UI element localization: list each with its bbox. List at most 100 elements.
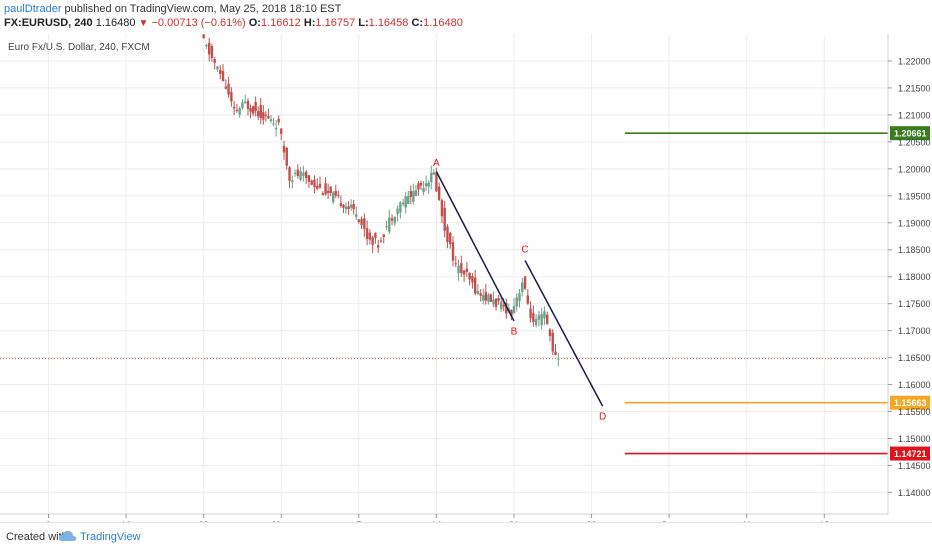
candle-body (264, 114, 268, 116)
candle-body (363, 218, 366, 230)
candle-body (471, 275, 474, 283)
candle-body (251, 106, 255, 114)
price-tick-label: 1.17500 (898, 299, 931, 309)
candle-body (349, 204, 353, 208)
candle-body (404, 196, 407, 208)
price-chart[interactable]: 1.20661 1.15663 1.14721 A B C D 1.22000 1.2150… (0, 32, 932, 530)
candle-body (352, 203, 355, 210)
candle-body (468, 272, 471, 280)
high-value: 1.16757 (315, 17, 356, 29)
candle-body (254, 101, 257, 111)
candle-body (337, 195, 340, 197)
candle-body (443, 207, 446, 231)
chart-area[interactable]: 1.20661 1.15663 1.14721 A B C D 1.22000 1.2150… (0, 32, 932, 530)
last-price: 1.16480 (95, 17, 136, 29)
price-tick-label: 1.20000 (898, 164, 931, 174)
candle-body (543, 311, 546, 319)
down-arrow-icon: ▼ (138, 18, 149, 29)
candle-body (489, 294, 493, 302)
candle-body (293, 172, 297, 174)
time-axis[interactable]: 91623May7142128Jun1118 (46, 514, 829, 530)
candle-body (515, 297, 518, 307)
candle-body (259, 104, 262, 118)
trendlines[interactable] (435, 171, 604, 407)
candle-body (382, 234, 385, 237)
candle-body (318, 183, 322, 188)
candle-body (532, 313, 535, 322)
candle-body (202, 34, 205, 39)
level-badge-label: 1.15663 (894, 398, 927, 408)
candle-body (210, 46, 214, 59)
candle-body (280, 128, 283, 134)
candle-body (409, 190, 413, 197)
candle-body (393, 216, 397, 224)
symbol-label: FX:EURUSD, 240 (4, 17, 93, 29)
candle-body (329, 186, 332, 194)
candle-body (554, 351, 557, 355)
price-tick-label: 1.18500 (898, 245, 931, 255)
candle-body (460, 263, 463, 274)
candle-body (462, 270, 466, 275)
grid (0, 34, 888, 514)
candle-body (324, 183, 327, 195)
candle-body (257, 111, 260, 117)
chart-title: Euro Fx/U.S. Dollar, 240, FXCM (8, 42, 150, 53)
candle-body (296, 169, 300, 177)
wave-label-A: A (433, 158, 440, 169)
candle-body (396, 208, 399, 215)
candle-body (548, 329, 552, 337)
candle-body (316, 185, 319, 189)
candle-body (551, 332, 554, 352)
candle-body (302, 172, 305, 177)
candle-body (484, 291, 488, 301)
price-tick-label: 1.21000 (898, 110, 931, 120)
candle-body (332, 192, 335, 203)
candle-body (246, 100, 250, 109)
candle-body (424, 183, 428, 187)
candle-body (497, 298, 500, 301)
wave-label-B: B (511, 326, 518, 337)
candle-body (334, 190, 337, 196)
price-tick-label: 1.19500 (898, 191, 931, 201)
candle-body (235, 110, 239, 112)
candle-body (376, 245, 380, 248)
author-link[interactable]: paulDtrader (4, 3, 62, 15)
price-tick-label: 1.14500 (898, 461, 931, 471)
candle-body (272, 123, 275, 125)
level-badge-label: 1.20661 (894, 129, 927, 139)
candle-body (476, 291, 480, 294)
candle-body (537, 315, 541, 320)
candle-body (371, 237, 374, 245)
candle-body (339, 203, 343, 206)
candle-body (221, 70, 225, 82)
candle-body (360, 218, 363, 226)
low-value: 1.16458 (368, 17, 409, 29)
price-axis[interactable]: 1.22000 1.21500 1.21000 1.20500 1.20000 1.195… (888, 56, 931, 498)
candle-body (216, 66, 219, 70)
candle-body (412, 191, 415, 202)
price-tick-label: 1.16500 (898, 353, 931, 363)
candle-body (457, 265, 460, 274)
published-text: published on TradingView.com, May 25, 20… (64, 3, 342, 15)
candle-body (219, 69, 222, 75)
candle-body (502, 304, 505, 307)
candle-body (499, 301, 503, 310)
candle-body (422, 188, 425, 193)
candle-body (374, 232, 377, 238)
horizontal-levels[interactable]: 1.20661 1.15663 1.14721 (0, 126, 930, 461)
tradingview-brand[interactable]: TradingView (80, 531, 141, 543)
candle-body (510, 309, 513, 317)
candle-body (262, 112, 265, 120)
price-tick-label: 1.19000 (898, 218, 931, 228)
price-tick-label: 1.20500 (898, 137, 931, 147)
candle-body (207, 42, 211, 55)
candle-body (401, 202, 405, 205)
candle-body (291, 180, 294, 182)
candle-body (274, 127, 278, 130)
candle-body (238, 108, 241, 115)
footer: Created with TradingView (0, 522, 932, 551)
candle-body (440, 200, 444, 217)
candle-body (414, 190, 418, 197)
candle-body (465, 268, 469, 272)
candle-body (512, 306, 516, 314)
